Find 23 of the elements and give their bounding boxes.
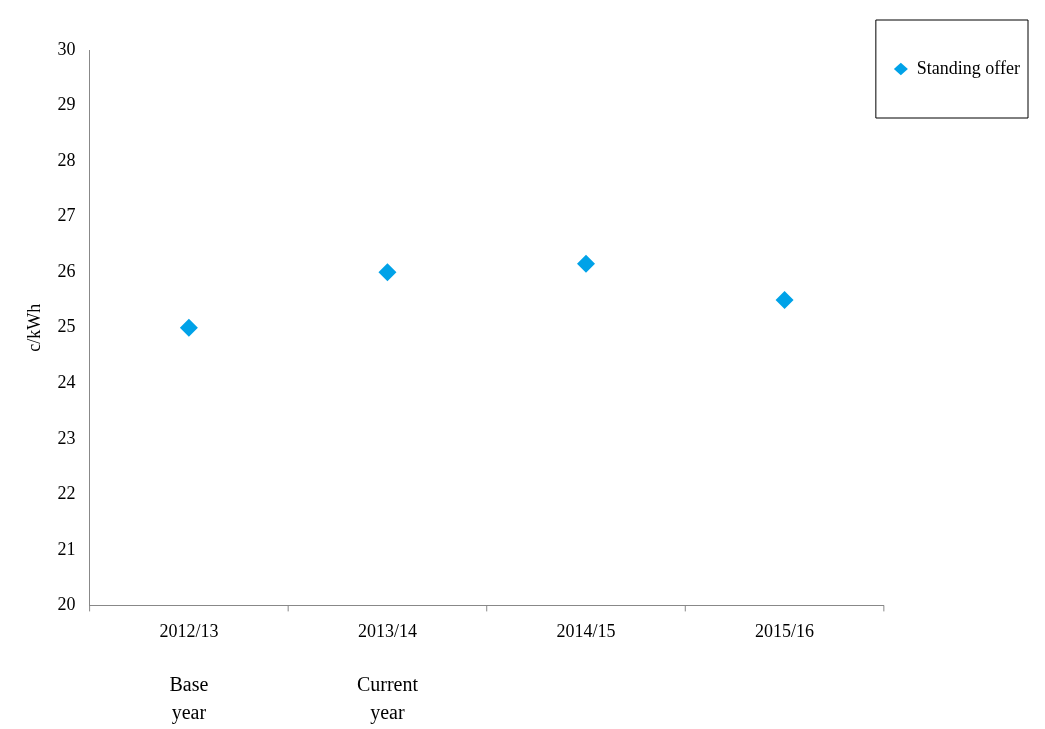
x-tick-label: 2015/16 [755,620,815,641]
y-tick-label: 21 [57,538,76,559]
x-tick-label: 2012/13 [159,620,219,641]
y-tick-label: 24 [57,371,76,392]
text: Current year [356,672,419,724]
legend-label: Standing offer [916,57,1021,78]
y-tick-label: 25 [57,316,76,337]
y-tick-label: 26 [57,260,76,281]
y-tick-label: 28 [57,149,76,170]
point [378,263,397,282]
y-tick-label: 20 [57,594,76,615]
y-tick-label: 29 [57,94,76,115]
y-tick-label: 27 [57,205,76,226]
x-tick-label: 2013/14 [357,620,417,641]
point [179,318,198,337]
text: Base year [169,672,209,724]
point [577,254,596,273]
y-tick-label: 30 [57,38,76,59]
y-axis-title: c/kWh [23,303,44,352]
x-tick-label: 2014/15 [556,620,616,641]
y-tick-label: 23 [57,427,76,448]
point [775,290,794,309]
y-tick-label: 22 [57,483,76,504]
